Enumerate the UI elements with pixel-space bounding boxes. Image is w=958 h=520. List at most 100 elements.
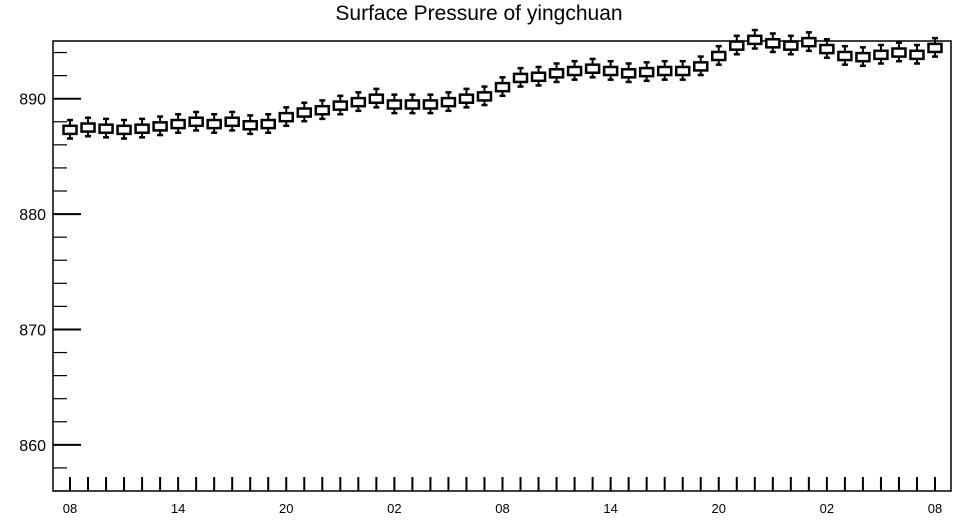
- x-tick-label: 08: [495, 501, 509, 516]
- box-item: [476, 85, 493, 107]
- box-body: [116, 124, 132, 136]
- box-body: [332, 100, 349, 111]
- box-body: [548, 68, 565, 79]
- box-item: [801, 31, 817, 53]
- box-body: [602, 65, 619, 77]
- box-item: [116, 118, 132, 140]
- y-tick-label: 860: [19, 438, 46, 455]
- box-item: [819, 38, 835, 59]
- box-series: [62, 28, 943, 140]
- box-item: [873, 43, 889, 65]
- box-body: [170, 118, 186, 130]
- box-body: [206, 118, 222, 130]
- x-tick-label: 02: [387, 501, 401, 516]
- box-item: [314, 99, 331, 121]
- box-item: [134, 117, 150, 139]
- box-body: [530, 71, 547, 83]
- box-body: [386, 99, 403, 110]
- box-item: [530, 65, 547, 87]
- box-body: [692, 61, 709, 72]
- box-body: [404, 99, 421, 110]
- box-body: [494, 81, 511, 93]
- y-tick-label: 880: [19, 207, 46, 224]
- box-body: [188, 116, 204, 128]
- y-tick-label: 870: [19, 322, 46, 339]
- box-item: [242, 114, 258, 136]
- box-body: [350, 96, 367, 108]
- box-body: [909, 49, 925, 61]
- box-body: [801, 36, 817, 48]
- box-item: [188, 110, 204, 132]
- box-body: [440, 96, 457, 108]
- box-item: [765, 32, 781, 54]
- box-body: [476, 91, 493, 102]
- box-body: [674, 65, 691, 77]
- box-item: [422, 93, 439, 115]
- box-item: [584, 57, 601, 79]
- box-item: [566, 59, 583, 81]
- box-body: [729, 40, 745, 51]
- box-body: [134, 123, 150, 134]
- box-body: [368, 93, 385, 104]
- box-body: [855, 51, 871, 63]
- box-body: [765, 38, 781, 49]
- box-item: [80, 116, 96, 138]
- box-item: [837, 44, 853, 66]
- box-item: [386, 93, 403, 115]
- box-item: [783, 34, 799, 56]
- box-body: [314, 104, 331, 116]
- x-tick-label: 14: [603, 501, 617, 516]
- box-item: [296, 101, 313, 123]
- x-tick-label: 08: [63, 501, 77, 516]
- box-body: [927, 42, 943, 54]
- box-body: [584, 63, 601, 74]
- box-item: [224, 110, 240, 132]
- box-body: [458, 93, 475, 104]
- box-body: [224, 116, 240, 128]
- y-tick-label: 890: [19, 92, 46, 109]
- box-item: [260, 113, 276, 134]
- box-body: [873, 49, 889, 61]
- box-item: [891, 41, 907, 63]
- box-body: [152, 121, 168, 132]
- x-tick-label: 02: [820, 501, 834, 516]
- box-item: [206, 113, 222, 134]
- box-body: [638, 66, 655, 78]
- y-axis: 860 870 880 890: [19, 51, 81, 492]
- box-body: [98, 123, 114, 134]
- box-body: [80, 122, 96, 133]
- box-item: [152, 115, 168, 137]
- box-item: [98, 117, 114, 139]
- box-body: [278, 111, 294, 123]
- x-tick-label: 08: [928, 501, 942, 516]
- box-item: [711, 44, 727, 66]
- x-axis: 08 14 20 02 08 14 20 02 08: [63, 477, 942, 516]
- box-item: [855, 46, 871, 68]
- box-item: [350, 91, 367, 113]
- box-body: [62, 124, 78, 136]
- box-item: [368, 87, 385, 109]
- box-item: [747, 28, 763, 50]
- box-item: [909, 43, 925, 65]
- box-body: [819, 43, 835, 55]
- x-tick-label: 14: [171, 501, 185, 516]
- box-body: [783, 40, 799, 51]
- box-item: [170, 113, 186, 134]
- box-body: [242, 119, 258, 131]
- box-item: [404, 93, 421, 115]
- box-item: [620, 62, 637, 84]
- box-item: [332, 94, 349, 116]
- x-tick-label: 20: [279, 501, 293, 516]
- box-item: [458, 87, 475, 109]
- box-item: [278, 106, 294, 128]
- box-item: [729, 34, 745, 56]
- box-body: [512, 72, 529, 84]
- box-body: [891, 47, 907, 58]
- box-body: [837, 50, 853, 62]
- box-body: [422, 99, 439, 110]
- box-item: [927, 36, 943, 58]
- plot-frame: [52, 40, 952, 492]
- box-item: [440, 91, 457, 113]
- box-item: [512, 66, 529, 88]
